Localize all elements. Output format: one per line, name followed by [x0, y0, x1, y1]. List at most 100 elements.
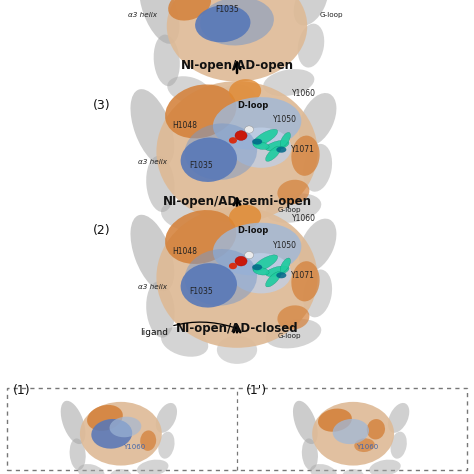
Ellipse shape	[276, 146, 286, 153]
Ellipse shape	[217, 336, 257, 364]
Ellipse shape	[302, 438, 318, 470]
Text: α3 helix: α3 helix	[138, 284, 167, 291]
Ellipse shape	[158, 432, 174, 459]
Ellipse shape	[318, 409, 352, 432]
Ellipse shape	[354, 438, 375, 452]
Ellipse shape	[229, 205, 261, 229]
Text: NI-open/AD-semi-open: NI-open/AD-semi-open	[163, 195, 311, 208]
Ellipse shape	[303, 270, 332, 317]
Text: F1035: F1035	[189, 161, 213, 170]
Ellipse shape	[168, 0, 211, 20]
Ellipse shape	[181, 263, 237, 308]
Text: (2): (2)	[92, 224, 110, 237]
Ellipse shape	[217, 210, 257, 238]
Ellipse shape	[265, 272, 281, 287]
Ellipse shape	[91, 419, 132, 449]
Text: Y1060: Y1060	[123, 444, 146, 450]
Ellipse shape	[277, 305, 310, 330]
Text: (3): (3)	[92, 99, 110, 112]
Text: D-loop: D-loop	[237, 227, 269, 236]
Ellipse shape	[185, 123, 257, 180]
Ellipse shape	[109, 469, 132, 474]
Ellipse shape	[146, 282, 175, 337]
Ellipse shape	[292, 261, 319, 301]
Ellipse shape	[299, 219, 337, 272]
Ellipse shape	[265, 319, 321, 348]
Ellipse shape	[156, 403, 177, 433]
Ellipse shape	[391, 432, 407, 459]
Ellipse shape	[80, 402, 162, 465]
Ellipse shape	[167, 0, 307, 82]
Ellipse shape	[253, 267, 269, 275]
Text: Y1050: Y1050	[273, 115, 297, 124]
Ellipse shape	[263, 69, 314, 96]
Ellipse shape	[245, 126, 254, 133]
Ellipse shape	[303, 144, 332, 191]
Ellipse shape	[167, 76, 210, 104]
Ellipse shape	[229, 79, 261, 103]
Ellipse shape	[245, 252, 254, 259]
Ellipse shape	[195, 5, 250, 42]
Ellipse shape	[78, 464, 105, 474]
Ellipse shape	[298, 24, 324, 68]
Ellipse shape	[231, 253, 292, 293]
Ellipse shape	[388, 403, 409, 433]
Ellipse shape	[369, 460, 401, 474]
Text: (1): (1)	[13, 384, 31, 397]
Text: F1035: F1035	[189, 287, 213, 296]
Ellipse shape	[265, 140, 289, 151]
Ellipse shape	[292, 136, 319, 176]
Ellipse shape	[235, 256, 247, 266]
Text: ligand: ligand	[140, 322, 233, 337]
Ellipse shape	[294, 0, 328, 26]
Ellipse shape	[70, 438, 86, 470]
Text: NI-open/AD-closed: NI-open/AD-closed	[176, 321, 298, 335]
Ellipse shape	[200, 0, 274, 46]
Ellipse shape	[219, 84, 255, 110]
Ellipse shape	[154, 35, 180, 86]
Ellipse shape	[280, 132, 291, 147]
Ellipse shape	[146, 156, 175, 212]
Text: α3 helix: α3 helix	[128, 11, 157, 18]
Ellipse shape	[229, 263, 237, 269]
Text: Y1060: Y1060	[292, 214, 316, 223]
Ellipse shape	[139, 0, 180, 44]
Ellipse shape	[277, 180, 310, 204]
Ellipse shape	[156, 81, 318, 222]
Ellipse shape	[181, 137, 237, 182]
Ellipse shape	[312, 402, 394, 465]
Ellipse shape	[61, 401, 85, 444]
Text: NI-open/AD-open: NI-open/AD-open	[181, 59, 293, 72]
Ellipse shape	[161, 201, 208, 231]
Ellipse shape	[310, 464, 337, 474]
Text: Y1060: Y1060	[292, 89, 316, 98]
Ellipse shape	[265, 146, 281, 161]
Text: G-loop: G-loop	[278, 333, 301, 339]
Ellipse shape	[185, 249, 257, 306]
Ellipse shape	[213, 223, 301, 275]
Text: G-loop: G-loop	[278, 207, 301, 213]
Text: α3 helix: α3 helix	[138, 159, 167, 165]
Text: H1048: H1048	[172, 246, 197, 255]
Ellipse shape	[299, 93, 337, 146]
Ellipse shape	[231, 128, 292, 168]
Ellipse shape	[333, 419, 369, 444]
Ellipse shape	[253, 255, 278, 272]
Ellipse shape	[87, 405, 123, 431]
Ellipse shape	[156, 207, 318, 348]
Ellipse shape	[130, 89, 174, 166]
Text: Y1060: Y1060	[356, 444, 378, 450]
Ellipse shape	[265, 193, 321, 223]
Ellipse shape	[165, 84, 237, 138]
Text: H1048: H1048	[172, 121, 197, 130]
Ellipse shape	[367, 419, 385, 439]
Text: (1'): (1')	[246, 384, 267, 397]
Text: D-loop: D-loop	[237, 101, 269, 110]
Ellipse shape	[265, 266, 289, 276]
Ellipse shape	[253, 129, 278, 146]
Ellipse shape	[213, 97, 301, 150]
Ellipse shape	[130, 215, 174, 292]
Ellipse shape	[280, 258, 291, 273]
Ellipse shape	[109, 417, 141, 438]
Text: G-loop: G-loop	[320, 11, 344, 18]
